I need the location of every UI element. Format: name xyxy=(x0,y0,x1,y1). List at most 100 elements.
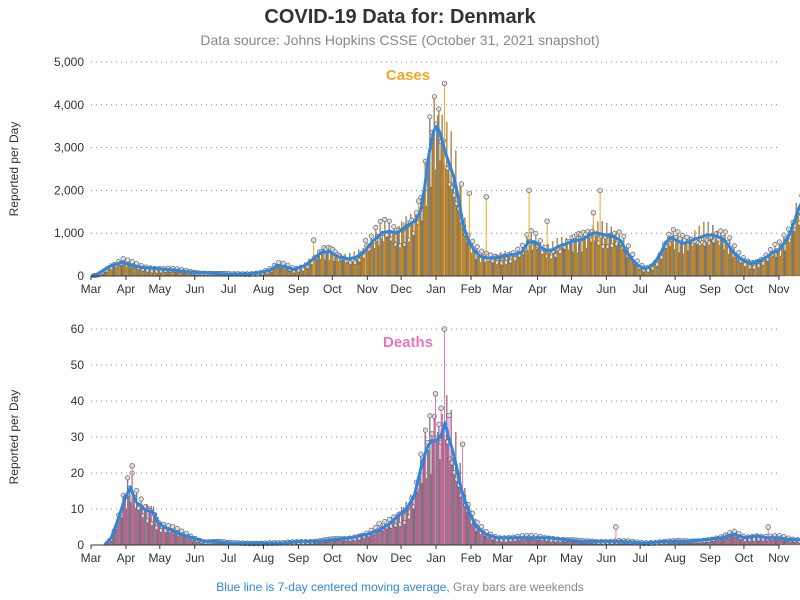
deaths-bar xyxy=(728,538,730,546)
deaths-bar xyxy=(442,427,444,546)
cases-y-tick-label: 5,000 xyxy=(54,55,84,69)
cases-bar xyxy=(380,238,382,277)
cases-bar xyxy=(518,254,520,277)
cases-bar xyxy=(724,231,726,277)
cases-point xyxy=(670,226,676,232)
deaths-bar xyxy=(732,537,734,546)
cases-bar xyxy=(793,228,795,277)
cases-bar xyxy=(368,248,370,277)
deaths-bar xyxy=(390,526,393,546)
cases-bar xyxy=(680,242,682,277)
cases-bar xyxy=(503,256,505,277)
deaths-bar xyxy=(395,525,397,546)
deaths-bar xyxy=(531,539,533,546)
cases-bar xyxy=(728,254,730,277)
cases-bar xyxy=(456,203,458,277)
cases-bar xyxy=(530,230,532,277)
cases-bar xyxy=(737,259,739,277)
deaths-point xyxy=(382,519,388,525)
cases-bar xyxy=(523,249,526,277)
cases-bar xyxy=(774,244,776,277)
cases-bar xyxy=(612,237,615,277)
cases-bar xyxy=(725,243,727,277)
cases-point xyxy=(368,233,374,239)
cases-bar xyxy=(675,237,677,277)
deaths-point xyxy=(418,451,424,457)
cases-bar xyxy=(711,236,713,277)
deaths-bar xyxy=(138,508,140,546)
cases-bar xyxy=(664,246,667,277)
cases-bar xyxy=(781,246,783,277)
cases-spike-point xyxy=(483,194,489,200)
deaths-y-tick-label: 30 xyxy=(71,430,85,444)
cases-bar xyxy=(665,246,668,277)
cases-point xyxy=(731,243,737,249)
cases-bar xyxy=(416,224,418,277)
cases-bar xyxy=(272,269,274,277)
cases-bar xyxy=(128,264,130,277)
cases-bar xyxy=(559,251,562,277)
cases-point xyxy=(528,228,534,234)
deaths-spike-point xyxy=(441,326,448,332)
deaths-bar xyxy=(175,532,177,546)
cases-bar xyxy=(695,241,697,277)
cases-bar xyxy=(767,259,769,277)
deaths-point xyxy=(138,496,144,502)
deaths-bar xyxy=(177,536,179,546)
cases-bar xyxy=(693,241,695,277)
cases-point xyxy=(120,256,126,262)
cases-bar xyxy=(682,253,685,277)
deaths-bar xyxy=(173,534,175,546)
cases-bar xyxy=(477,254,479,277)
cases-bar xyxy=(616,243,618,277)
cases-bar xyxy=(373,248,376,277)
deaths-point xyxy=(174,525,180,531)
cases-point xyxy=(373,224,379,230)
deaths-bar xyxy=(408,516,411,546)
cases-bar xyxy=(520,253,522,277)
cases-bar xyxy=(322,250,324,277)
cases-bar xyxy=(386,235,388,277)
cases-bar xyxy=(541,252,544,277)
deaths-bar xyxy=(124,497,126,546)
deaths-bar xyxy=(460,495,462,546)
cases-bar xyxy=(134,267,137,277)
deaths-point xyxy=(125,475,131,481)
cases-x-tick-label: Nov xyxy=(768,282,789,296)
deaths-bar xyxy=(470,523,473,546)
footer-note: Blue line is 7-day centered moving avera… xyxy=(0,580,800,594)
cases-point xyxy=(377,218,383,224)
cases-bar xyxy=(430,186,432,277)
cases-bar xyxy=(717,239,720,277)
cases-bar xyxy=(450,131,452,277)
cases-bar xyxy=(741,260,743,277)
deaths-point xyxy=(386,516,392,522)
cases-point xyxy=(666,231,672,237)
cases-bar xyxy=(776,250,778,277)
deaths-spike-point xyxy=(129,463,135,469)
cases-bar xyxy=(516,253,518,277)
cases-bar xyxy=(388,221,390,277)
deaths-spike-point xyxy=(459,441,466,447)
cases-point xyxy=(718,228,724,234)
deaths-bar xyxy=(382,531,385,546)
deaths-bar xyxy=(132,496,134,546)
cases-bar xyxy=(718,245,721,277)
cases-bar xyxy=(631,261,633,277)
cases-bar xyxy=(729,237,731,277)
cases-bar xyxy=(487,258,490,277)
cases-y-tick-label: 3,000 xyxy=(54,141,84,155)
cases-bar xyxy=(626,257,628,277)
footer-weekend-note: Gray bars are weekends xyxy=(449,580,584,594)
cases-bar xyxy=(585,247,588,277)
cases-bar xyxy=(411,220,413,277)
cases-point xyxy=(776,239,782,245)
cases-bar xyxy=(324,259,326,277)
deaths-bar xyxy=(417,486,420,546)
deaths-bar xyxy=(450,410,452,546)
deaths-bar xyxy=(129,487,131,546)
deaths-bar xyxy=(402,512,404,546)
deaths-bar xyxy=(170,530,173,546)
cases-bar xyxy=(283,268,285,277)
deaths-bar xyxy=(406,508,408,546)
